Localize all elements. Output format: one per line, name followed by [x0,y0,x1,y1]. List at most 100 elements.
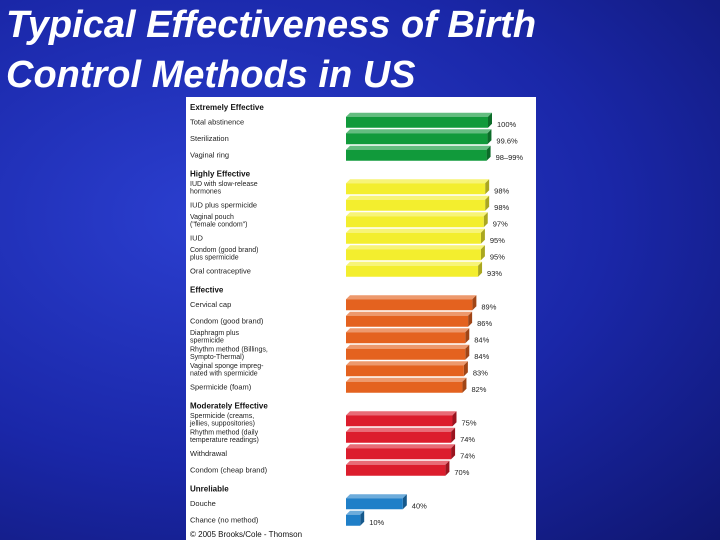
bar-label: ("female condom") [190,222,248,229]
slide-title: Typical Effectiveness of Birth Control M… [6,0,706,100]
bar-side-face [483,212,488,228]
value-label: 100% [497,120,517,129]
value-label: 97% [493,219,508,228]
bar-label: jellies, suppositories) [189,421,255,428]
group-header: Moderately Effective [190,402,268,411]
bar [346,265,479,277]
bar-side-face [488,112,492,128]
bar-side-face [402,494,407,510]
bar-side-face [472,295,477,311]
bar-top-face [346,112,492,117]
bar-label: Condom (cheap brand) [190,465,268,474]
value-label: 74% [460,451,475,460]
bar-side-face [468,311,473,327]
bar-side-face [486,145,491,161]
bar-label: plus spermicide [190,255,239,262]
bar-side-face [485,195,490,211]
bar-top-face [346,311,473,316]
bar [346,498,403,510]
value-label: 75% [462,418,477,427]
bar-label: Sympto-Thermal) [190,354,244,361]
bar-label: Douche [190,499,216,508]
bar-side-face [360,510,365,526]
bar-top-face [346,245,485,250]
bar [346,514,361,526]
bar-top-face [346,212,488,217]
bar-side-face [480,245,485,261]
bar [346,199,486,211]
bar-label: Sterilization [190,134,229,143]
bar-label: Vaginal ring [190,150,229,159]
bar-label: Spermicide (creams, [190,413,254,420]
value-label: 98–99% [496,153,524,162]
bar [346,299,473,311]
bar [346,249,481,261]
bar-top-face [346,261,483,266]
bar-side-face [462,377,467,393]
bar-label: spermicide [190,338,224,345]
group-header: Unreliable [190,485,229,494]
value-label: 70% [454,468,469,477]
effectiveness-bar-chart: Extremely Effective Total abstinence 100% S… [189,103,524,539]
bar-label: Rhythm method (daily [190,430,259,437]
bar [346,431,452,443]
value-label: 10% [369,518,384,527]
bar [346,448,452,460]
bar [346,133,488,145]
bar-top-face [346,195,490,200]
bar-top-face [346,228,485,233]
bar-side-face [487,129,492,145]
bar-top-face [346,411,457,416]
bar [346,332,466,344]
bar-top-face [346,444,456,449]
bar-side-face [485,179,490,195]
bar [346,415,453,427]
bar-top-face [346,510,365,515]
value-label: 74% [460,435,475,444]
value-label: 84% [474,352,489,361]
bar-top-face [346,328,470,333]
bar-label: IUD with slow-release [190,181,258,188]
bar-side-face [465,328,470,344]
bar-label: IUD [190,233,204,242]
bar-top-face [346,295,477,300]
value-label: 40% [412,501,427,510]
chart-credit: © 2005 Brooks/Cole - Thomson [190,530,302,539]
value-label: 84% [474,335,489,344]
value-label: 99.6% [496,136,518,145]
bar-side-face [445,460,450,476]
bar [346,216,484,228]
bar-top-face [346,427,456,432]
value-label: 95% [490,236,505,245]
slide-title-line-2: Control Methods in US [6,54,416,96]
bar-label: Oral contraceptive [190,266,251,275]
value-label: 83% [473,368,488,377]
bar-top-face [346,145,491,150]
bar-label: Withdrawal [190,449,227,458]
bar-label: temperature readings) [190,437,259,444]
bar [346,348,466,360]
bar [346,381,463,393]
bar-top-face [346,129,492,134]
bar-side-face [465,344,470,360]
bar [346,232,481,244]
group-header: Highly Effective [190,170,251,179]
bar-side-face [452,411,457,427]
bar-label: Chance (no method) [190,515,259,524]
bar-top-face [346,494,407,499]
bar-side-face [463,361,468,377]
bar-top-face [346,179,490,184]
bar-label: IUD plus spermicide [190,200,257,209]
bar-label: Vaginal pouch [190,214,234,221]
group-header: Effective [190,286,224,295]
effectiveness-chart-figure: Extremely Effective Total abstinence 100% S… [186,97,536,540]
bar-label: Rhythm method (Billings, [190,347,268,354]
bar-label: hormones [190,189,222,196]
group-header: Extremely Effective [190,103,264,112]
bar [346,464,446,476]
bar [346,149,487,161]
bar-label: Cervical cap [190,300,231,309]
bar-side-face [451,427,456,443]
value-label: 82% [471,385,486,394]
bar-label: Diaphragm plus [190,330,240,337]
